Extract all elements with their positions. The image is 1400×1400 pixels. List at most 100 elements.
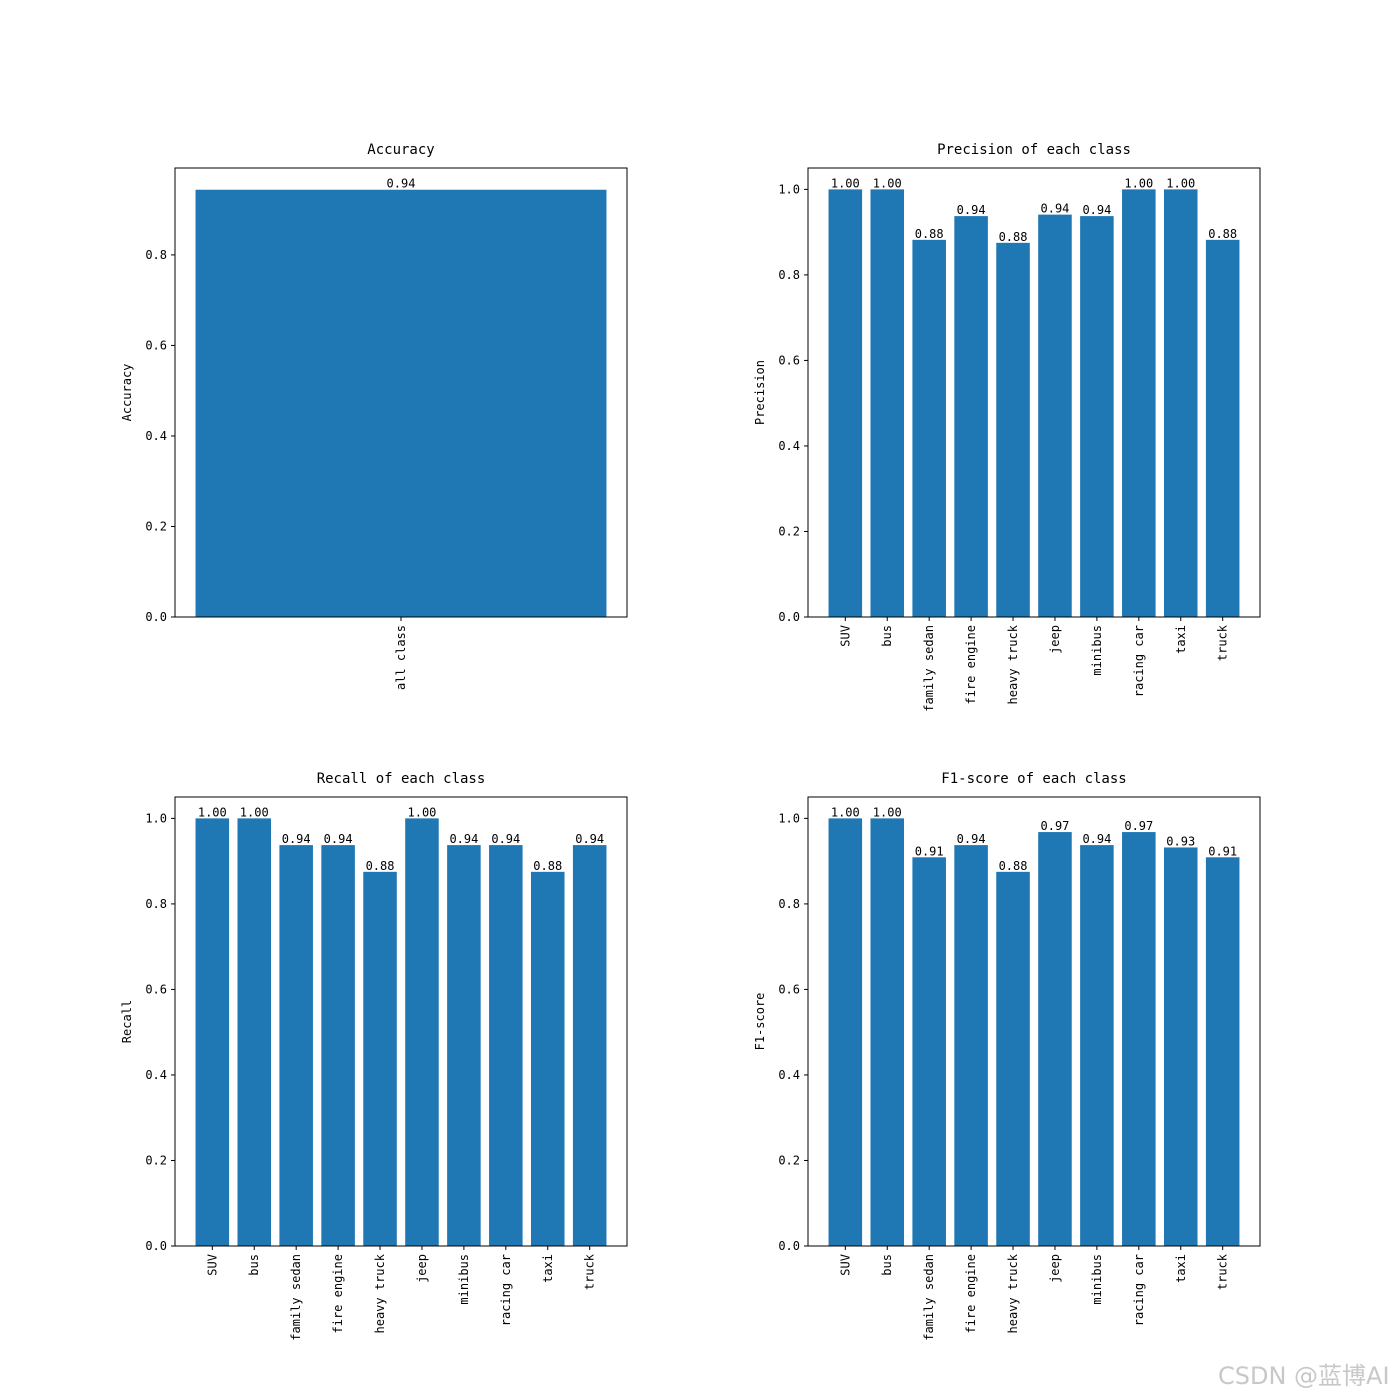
value-label: 1.00 — [873, 176, 902, 190]
y-axis-label: Accuracy — [120, 364, 134, 422]
value-label: 0.94 — [491, 832, 520, 846]
bar — [363, 871, 397, 1246]
bar — [195, 189, 607, 617]
value-label: 0.94 — [957, 832, 986, 846]
x-tick-label: truck — [583, 1253, 597, 1290]
y-tick-label: 1.0 — [778, 182, 800, 196]
y-tick-label: 0.0 — [778, 610, 800, 624]
x-tick-label: bus — [880, 625, 894, 647]
bar — [447, 845, 481, 1246]
value-label: 0.94 — [575, 832, 604, 846]
y-tick-label: 0.2 — [145, 1153, 167, 1167]
x-tick-label: heavy truck — [1006, 1253, 1020, 1333]
watermark: CSDN @蓝博AI — [1218, 1362, 1390, 1390]
x-tick-label: truck — [1216, 1253, 1230, 1290]
bar — [1038, 832, 1072, 1246]
bar — [954, 845, 988, 1246]
x-tick-label: fire engine — [331, 1254, 345, 1333]
value-label: 0.88 — [533, 859, 562, 873]
bar — [996, 871, 1030, 1246]
value-label: 0.94 — [957, 203, 986, 217]
x-tick-label: bus — [880, 1254, 894, 1276]
bar — [279, 845, 313, 1246]
value-label: 0.88 — [1208, 227, 1237, 241]
x-tick-label: all class — [394, 625, 408, 690]
value-label: 0.94 — [1082, 203, 1111, 217]
y-tick-label: 0.2 — [778, 524, 800, 538]
value-label: 1.00 — [198, 805, 227, 819]
x-tick-label: SUV — [838, 625, 852, 647]
y-tick-label: 0.4 — [778, 1068, 800, 1082]
x-tick-label: family sedan — [922, 625, 936, 712]
value-label: 0.88 — [999, 859, 1028, 873]
value-label: 0.88 — [915, 227, 944, 241]
value-label: 0.94 — [1082, 832, 1111, 846]
bar — [1163, 847, 1198, 1246]
x-tick-label: jeep — [1048, 1254, 1062, 1283]
y-axis-label: Precision — [753, 360, 767, 425]
value-label: 1.00 — [831, 176, 860, 190]
bar — [572, 845, 607, 1246]
subplot-title: Accuracy — [367, 142, 434, 158]
bar — [1080, 845, 1114, 1246]
bar — [1122, 832, 1156, 1246]
x-tick-label: taxi — [1174, 1254, 1188, 1283]
value-label: 0.94 — [324, 832, 353, 846]
y-tick-label: 0.0 — [778, 1239, 800, 1253]
bar — [828, 818, 863, 1246]
x-tick-label: racing car — [1132, 625, 1146, 697]
y-tick-label: 0.4 — [145, 429, 167, 443]
bar — [1080, 216, 1114, 617]
x-tick-label: truck — [1216, 624, 1230, 661]
y-tick-label: 0.2 — [145, 519, 167, 533]
bar — [954, 216, 988, 617]
subplot-title: Recall of each class — [317, 771, 486, 787]
x-tick-label: SUV — [205, 1254, 219, 1276]
y-axis-label: Recall — [120, 1000, 134, 1043]
value-label: 1.00 — [408, 805, 437, 819]
bar — [1205, 857, 1240, 1246]
x-tick-label: bus — [247, 1254, 261, 1276]
x-tick-label: taxi — [541, 1254, 555, 1283]
bar — [1163, 189, 1198, 617]
bar — [1038, 214, 1072, 617]
bar — [996, 242, 1030, 618]
x-tick-label: fire engine — [964, 625, 978, 704]
y-tick-label: 1.0 — [778, 811, 800, 825]
value-label: 0.94 — [1041, 202, 1070, 216]
y-tick-label: 0.6 — [145, 982, 167, 996]
axes-frame — [174, 167, 628, 618]
value-label: 0.88 — [999, 230, 1028, 244]
x-tick-label: family sedan — [289, 1254, 303, 1341]
y-tick-label: 0.8 — [145, 248, 167, 262]
y-tick-label: 0.8 — [778, 268, 800, 282]
value-label: 0.91 — [1208, 844, 1237, 858]
bar — [870, 818, 905, 1246]
value-label: 1.00 — [1166, 176, 1195, 190]
x-tick-label: SUV — [838, 1254, 852, 1276]
x-tick-label: jeep — [415, 1254, 429, 1283]
subplot-title: F1-score of each class — [941, 771, 1126, 787]
bar — [1122, 189, 1156, 617]
bar — [828, 189, 863, 617]
value-label: 1.00 — [831, 805, 860, 819]
bar — [321, 845, 355, 1246]
value-label: 0.93 — [1166, 834, 1195, 848]
value-label: 1.00 — [873, 805, 902, 819]
bar — [530, 871, 565, 1246]
axes-frame — [807, 167, 1261, 618]
value-label: 0.97 — [1124, 819, 1153, 833]
y-tick-label: 0.0 — [145, 610, 167, 624]
x-tick-label: jeep — [1048, 625, 1062, 654]
x-tick-label: minibus — [1090, 625, 1104, 676]
value-label: 1.00 — [240, 805, 269, 819]
x-tick-label: heavy truck — [373, 1253, 387, 1333]
value-label: 0.94 — [282, 832, 311, 846]
bar — [405, 818, 439, 1246]
y-tick-label: 1.0 — [145, 811, 167, 825]
value-label: 0.97 — [1041, 819, 1070, 833]
bar — [489, 845, 523, 1246]
value-label: 1.00 — [1124, 176, 1153, 190]
